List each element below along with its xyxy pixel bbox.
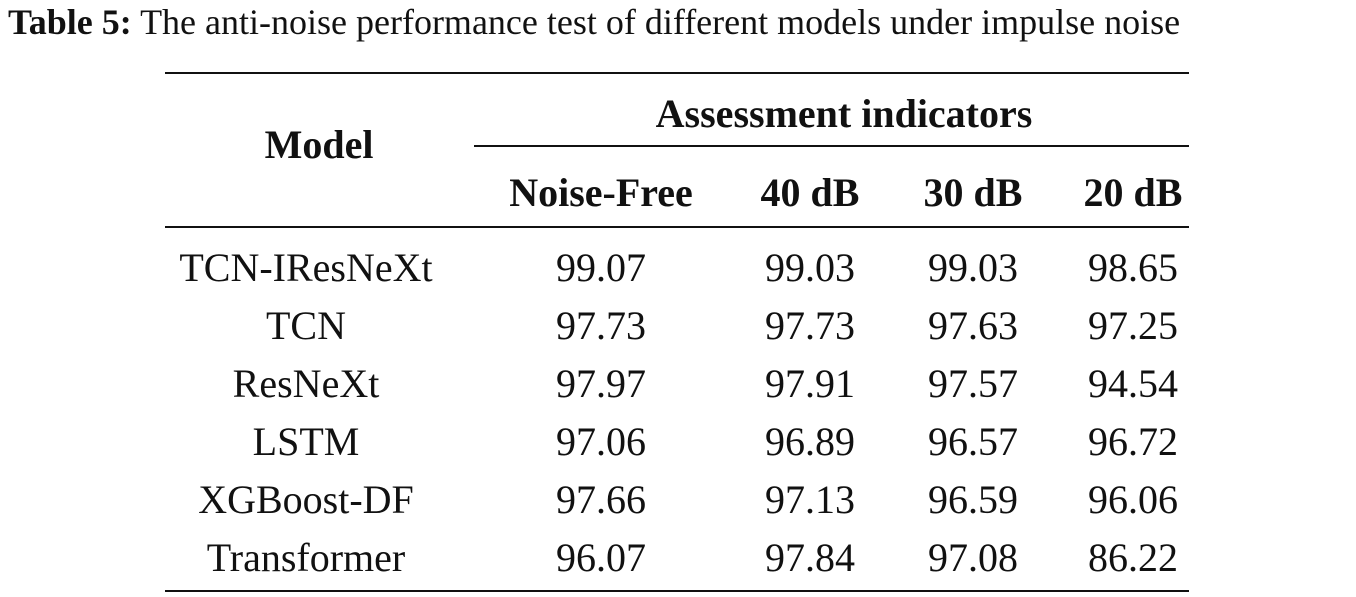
value-cell: 97.25 [1088,303,1178,348]
value-cell: 98.65 [1088,245,1178,290]
model-name-cell: ResNeXt [232,361,380,406]
bottom-rule [165,590,1189,592]
value-cell: 97.06 [556,419,646,464]
model-name-cell: XGBoost-DF [198,477,414,522]
column-header: Noise-Free [509,170,693,215]
caption-label: Table 5: [8,2,132,42]
value-cell: 97.08 [928,535,1018,580]
value-cell: 99.03 [765,245,855,290]
value-cell: 97.73 [556,303,646,348]
value-cell: 96.57 [928,419,1018,464]
value-cell: 97.91 [765,361,855,406]
value-cell: 96.59 [928,477,1018,522]
value-cell: 97.66 [556,477,646,522]
value-cell: 97.13 [765,477,855,522]
model-name-cell: TCN-IResNeXt [179,245,433,290]
value-cell: 99.03 [928,245,1018,290]
value-cell: 97.63 [928,303,1018,348]
model-header: Model [264,122,374,167]
group-rule [474,145,1189,147]
value-cell: 96.07 [556,535,646,580]
table-caption: Table 5: The anti-noise performance test… [8,2,1353,42]
value-cell: 86.22 [1088,535,1178,580]
value-cell: 96.72 [1088,419,1178,464]
caption-text: The anti-noise performance test of diffe… [140,2,1181,42]
model-name-cell: TCN [266,303,346,348]
top-rule [165,72,1189,74]
value-cell: 97.73 [765,303,855,348]
value-cell: 97.97 [556,361,646,406]
value-cell: 97.84 [765,535,855,580]
value-cell: 97.57 [928,361,1018,406]
value-cell: 96.89 [765,419,855,464]
column-header: 20 dB [1083,170,1183,215]
model-name-cell: Transformer [206,535,406,580]
value-cell: 96.06 [1088,477,1178,522]
value-cell: 94.54 [1088,361,1178,406]
header-rule [165,226,1189,228]
value-cell: 99.07 [556,245,646,290]
group-header: Assessment indicators [655,91,1033,136]
column-header: 40 dB [760,170,860,215]
model-name-cell: LSTM [252,419,360,464]
column-header: 30 dB [923,170,1023,215]
